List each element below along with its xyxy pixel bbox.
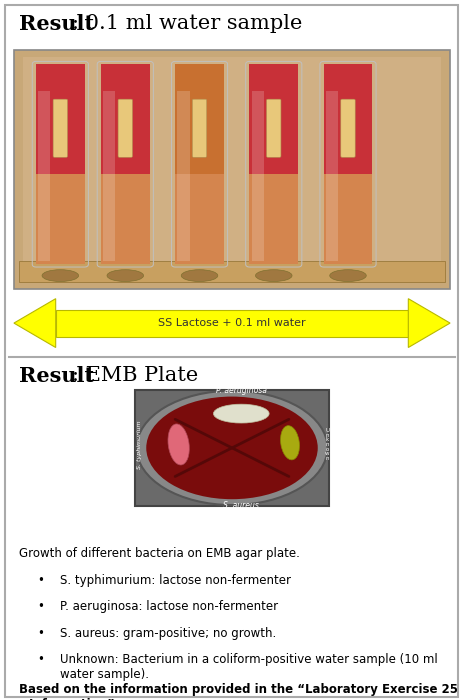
Ellipse shape — [168, 424, 189, 465]
Text: U
n
k
n
o
w
n: U n k n o w n — [324, 428, 329, 461]
FancyBboxPatch shape — [340, 99, 355, 158]
Text: : 0.1 ml water sample: : 0.1 ml water sample — [72, 14, 301, 34]
FancyBboxPatch shape — [118, 99, 132, 158]
Text: S. typhimurium: lactose non-fermenter: S. typhimurium: lactose non-fermenter — [60, 574, 291, 587]
Text: S. typhimurium: S. typhimurium — [137, 420, 141, 469]
FancyBboxPatch shape — [36, 64, 85, 174]
Text: P. aeruginosa: P. aeruginosa — [215, 386, 266, 395]
FancyBboxPatch shape — [38, 91, 50, 260]
FancyBboxPatch shape — [323, 64, 372, 174]
Text: Growth of different bacteria on EMB agar plate.: Growth of different bacteria on EMB agar… — [19, 547, 299, 561]
FancyBboxPatch shape — [325, 91, 338, 260]
FancyBboxPatch shape — [251, 91, 263, 260]
FancyBboxPatch shape — [177, 91, 189, 260]
Text: •: • — [37, 574, 44, 587]
FancyBboxPatch shape — [101, 174, 149, 264]
FancyBboxPatch shape — [175, 174, 224, 264]
Polygon shape — [407, 299, 449, 347]
FancyBboxPatch shape — [53, 99, 68, 158]
Text: Result: Result — [19, 365, 94, 386]
Ellipse shape — [255, 270, 291, 281]
FancyBboxPatch shape — [14, 50, 449, 289]
Ellipse shape — [280, 426, 299, 460]
Ellipse shape — [42, 270, 78, 281]
Text: P. aeruginosa: lactose non-fermenter: P. aeruginosa: lactose non-fermenter — [60, 600, 278, 613]
FancyBboxPatch shape — [23, 57, 440, 267]
Text: Unknown: Bacterium in a coliform-positive water sample (10 ml water sample).: Unknown: Bacterium in a coliform-positiv… — [60, 653, 437, 681]
Text: : EMB Plate: : EMB Plate — [72, 365, 198, 384]
FancyBboxPatch shape — [175, 64, 224, 174]
Text: •: • — [37, 653, 44, 666]
Text: Based on the information provided in the “Laboratory Exercise 25 – Information”: Based on the information provided in the… — [19, 683, 457, 700]
Ellipse shape — [146, 397, 317, 499]
Text: •: • — [37, 600, 44, 613]
Ellipse shape — [329, 270, 365, 281]
Text: S. aureus: S. aureus — [223, 501, 259, 510]
Text: •: • — [37, 626, 44, 640]
FancyBboxPatch shape — [249, 174, 297, 264]
Ellipse shape — [181, 270, 217, 281]
FancyBboxPatch shape — [103, 91, 115, 260]
FancyBboxPatch shape — [323, 174, 372, 264]
FancyBboxPatch shape — [249, 64, 297, 174]
Text: SS Lactose + 0.1 ml water: SS Lactose + 0.1 ml water — [158, 318, 305, 328]
Ellipse shape — [107, 270, 143, 281]
Ellipse shape — [213, 404, 269, 423]
FancyBboxPatch shape — [56, 309, 407, 337]
FancyBboxPatch shape — [36, 174, 85, 264]
Polygon shape — [14, 299, 56, 347]
FancyBboxPatch shape — [192, 99, 206, 158]
FancyBboxPatch shape — [266, 99, 281, 158]
Text: S. aureus: gram-positive; no growth.: S. aureus: gram-positive; no growth. — [60, 626, 276, 640]
FancyBboxPatch shape — [134, 390, 329, 506]
Ellipse shape — [136, 391, 327, 505]
FancyBboxPatch shape — [101, 64, 149, 174]
FancyBboxPatch shape — [19, 260, 444, 282]
Text: Result: Result — [19, 14, 94, 34]
